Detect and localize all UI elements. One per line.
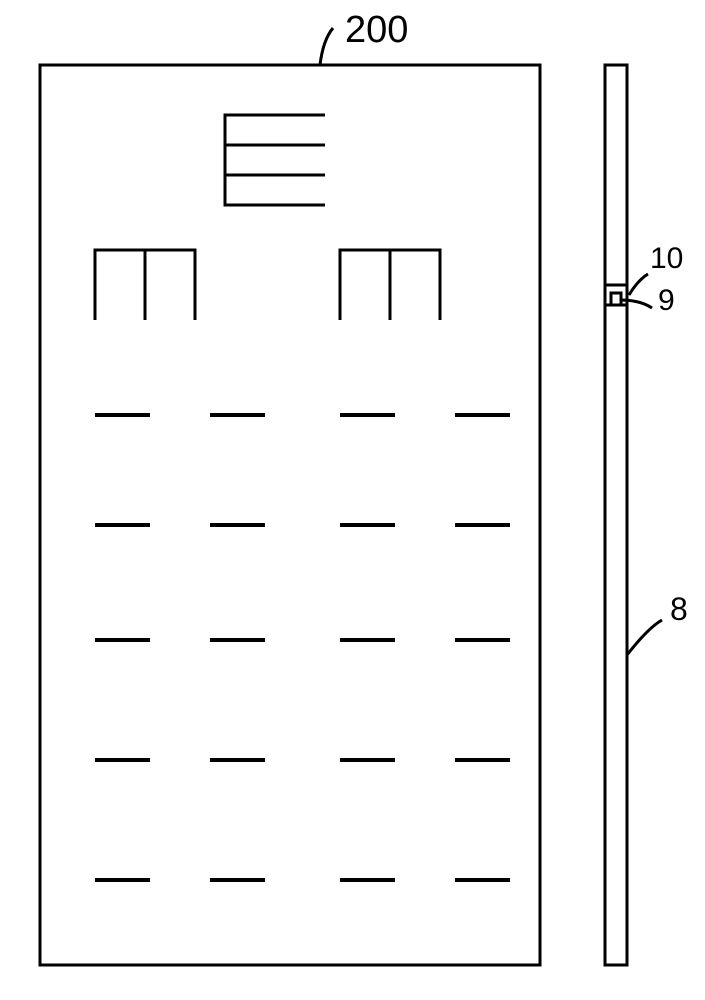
leader-8-icon [627, 620, 662, 655]
label-9: 9 [658, 284, 675, 317]
leader-10-icon [629, 274, 648, 295]
front-panel [40, 65, 540, 965]
label-10: 10 [650, 242, 683, 275]
optotype-E-icon [225, 115, 325, 205]
diagram-canvas: 200 10 9 8 [0, 0, 705, 1000]
leader-200-icon [320, 28, 333, 65]
label-8: 8 [670, 591, 688, 627]
side-panel [605, 65, 627, 965]
component-9-box-icon [611, 293, 621, 305]
label-200: 200 [345, 9, 408, 51]
